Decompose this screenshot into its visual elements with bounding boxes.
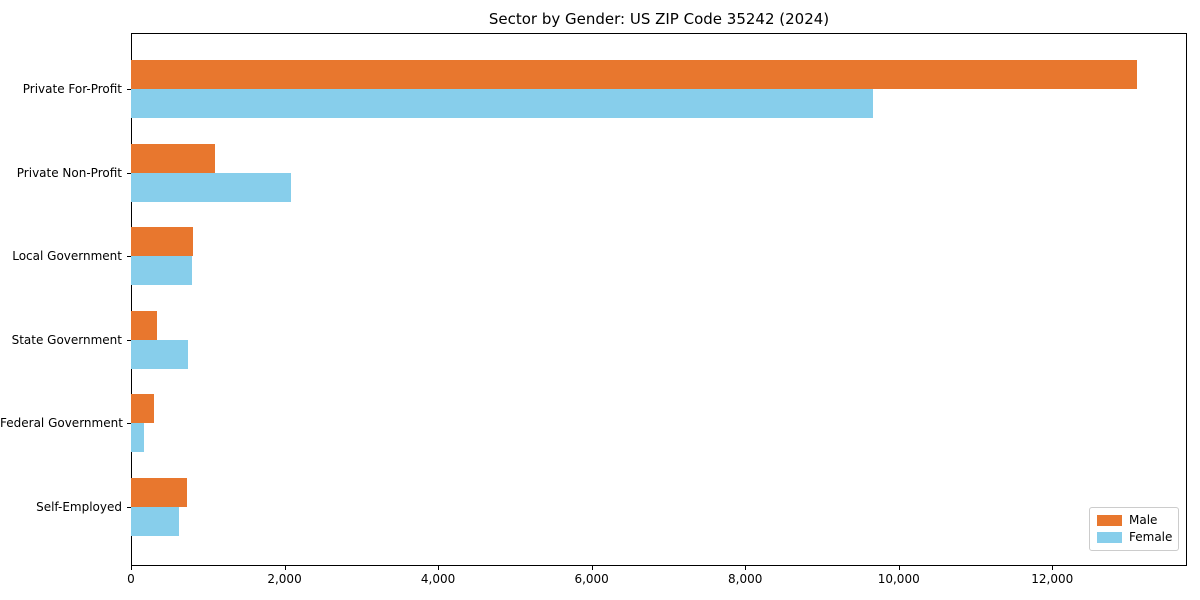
x-tick-label: 6,000 <box>574 572 609 586</box>
x-tick-mark <box>745 566 747 570</box>
y-tick-label-self-employed: Self-Employed <box>36 499 122 514</box>
legend-label-male: Male <box>1129 513 1158 527</box>
y-tick-mark <box>127 89 131 90</box>
y-tick-label-private-non-profit: Private Non-Profit <box>16 165 122 180</box>
bar-male-self-employed <box>131 477 188 507</box>
legend-label-female: Female <box>1129 530 1173 544</box>
y-tick-mark <box>127 506 131 508</box>
bar-female-private-for-profit <box>131 89 874 118</box>
x-tick-label: 10,000 <box>877 572 920 586</box>
bar-female-self-employed <box>131 506 179 536</box>
y-tick-label-state-government: State Government <box>11 332 122 347</box>
bar-female-private-non-profit <box>131 172 291 202</box>
bar-male-private-for-profit <box>131 60 1137 89</box>
legend-swatch-male <box>1097 515 1122 526</box>
y-tick-mark <box>127 423 131 424</box>
bar-female-federal-government <box>131 423 144 452</box>
x-tick-mark <box>898 566 900 570</box>
legend: Male Female <box>1089 507 1179 551</box>
legend-item-male: Male <box>1097 514 1171 527</box>
x-tick-label: 2,000 <box>267 572 302 586</box>
bar-female-state-government <box>131 339 188 369</box>
x-tick-label: 8,000 <box>727 572 763 586</box>
legend-item-female: Female <box>1097 530 1173 544</box>
y-tick-mark <box>127 256 131 257</box>
x-tick-label: 12,000 <box>1031 572 1074 586</box>
x-tick-mark <box>591 566 593 570</box>
bar-male-federal-government <box>131 394 155 423</box>
bar-male-state-government <box>131 310 158 340</box>
chart-title: Sector by Gender: US ZIP Code 35242 (202… <box>488 10 830 28</box>
bar-male-local-government <box>131 227 194 256</box>
bar-male-private-non-profit <box>131 143 216 173</box>
x-tick-mark <box>131 566 132 570</box>
y-tick-label-private-for-profit: Private For-Profit <box>22 82 122 96</box>
x-tick-label: 0 <box>127 572 135 586</box>
y-tick-label-local-government: Local Government <box>12 249 122 263</box>
legend-swatch-female <box>1097 532 1122 543</box>
x-tick-mark <box>438 566 440 570</box>
x-tick-label: 4,000 <box>420 572 456 586</box>
bar-female-local-government <box>131 256 193 285</box>
y-tick-mark <box>127 172 131 174</box>
y-tick-label-federal-government: Federal Government <box>0 416 123 430</box>
plot-area <box>131 33 1187 566</box>
x-tick-mark <box>284 566 286 570</box>
x-tick-mark <box>1052 566 1054 570</box>
y-tick-mark <box>127 339 131 341</box>
